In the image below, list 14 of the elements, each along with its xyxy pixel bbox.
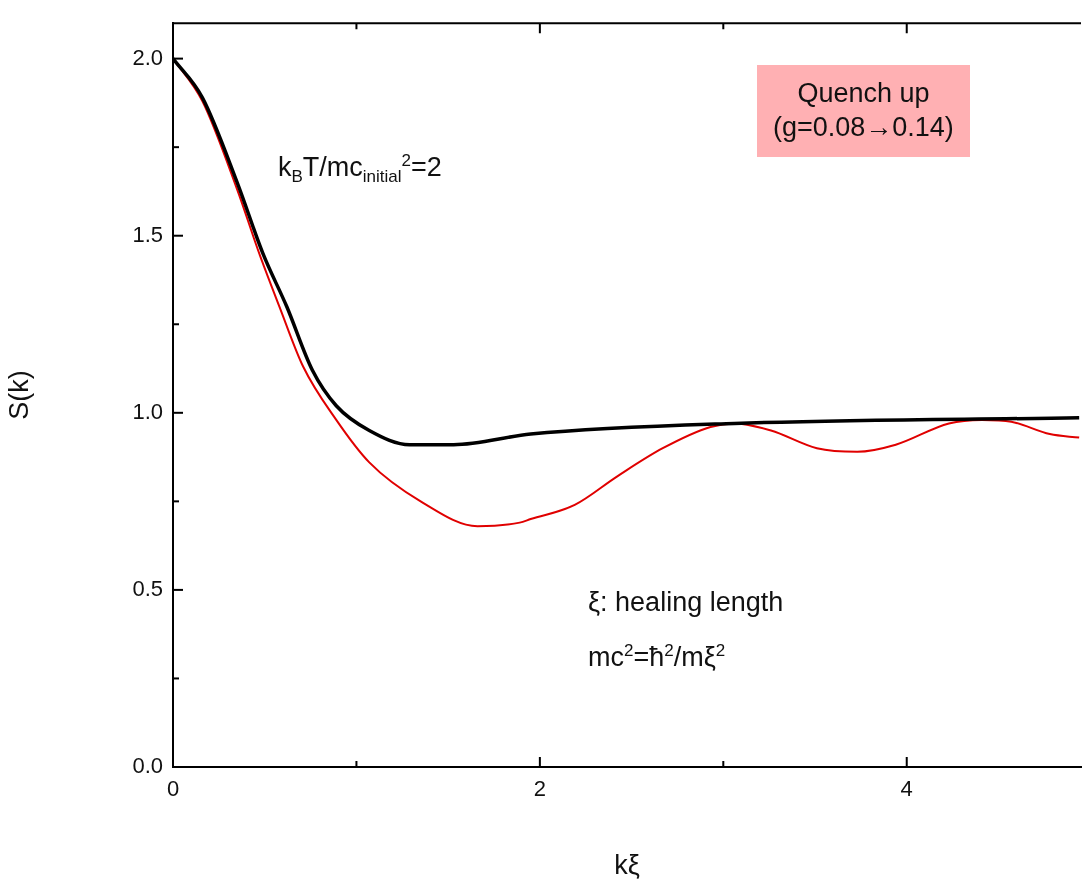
annotation: Quench up (g=0.08→0.14) [757,65,970,157]
x-tick-label: 0 [166,776,180,802]
y-tick-label: 0.5 [132,575,163,601]
y-tick-label: 0.0 [132,753,163,779]
x-tick-label: 2 [533,776,546,802]
x-axis-title: kξ [614,850,640,881]
annotation: mc$^{2}$=ħ$^{2}$/mξ$^{2}$ [588,640,726,674]
y-axis-title: S(k) [3,370,34,420]
annotation: k$_{B}$T/mc$_{initial}$$^{2}$=2 [278,150,442,188]
annotation: ξ: healing length [588,586,784,619]
x-tick-label: 4 [900,776,913,802]
y-tick-label: 2.0 [132,44,163,70]
y-tick-label: 1.0 [132,398,163,424]
y-tick-label: 1.5 [132,221,163,247]
